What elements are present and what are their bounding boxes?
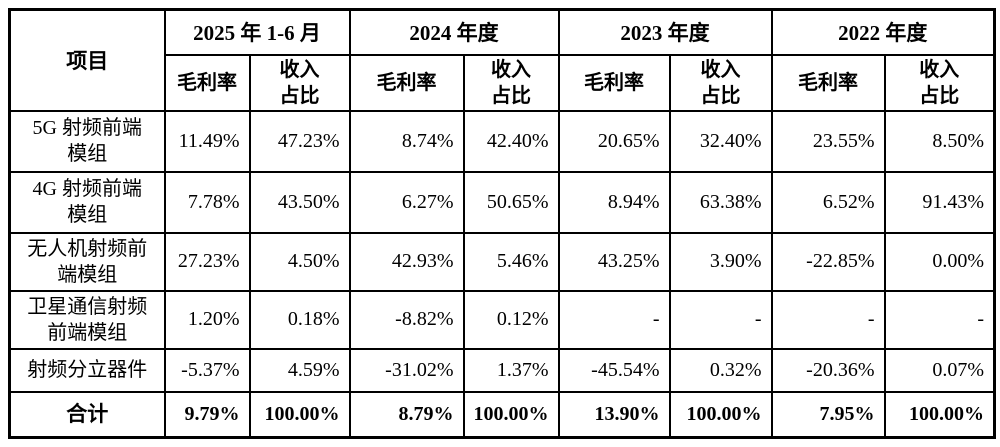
cell-value: - <box>668 289 773 350</box>
table-row: 卫星通信射频 前端模组 1.20% 0.18% -8.82% 0.12% - -… <box>8 289 996 350</box>
total-cell-value: 100.00% <box>883 390 996 439</box>
cell-value: 4.50% <box>248 231 351 292</box>
metric-header-revenue-share: 收入 占比 <box>883 53 996 112</box>
cell-value: -20.36% <box>770 347 886 393</box>
cell-value: 91.43% <box>883 170 996 234</box>
cell-value: 42.93% <box>348 231 465 292</box>
total-cell-value: 8.79% <box>348 390 465 439</box>
metric-header-gross-margin: 毛利率 <box>557 53 671 112</box>
row-label: 无人机射频前 端模组 <box>8 231 166 292</box>
metric-header-gross-margin: 毛利率 <box>348 53 465 112</box>
table-row: 4G 射频前端 模组 7.78% 43.50% 6.27% 50.65% 8.9… <box>8 170 996 234</box>
total-cell-value: 100.00% <box>248 390 351 439</box>
table-row: 5G 射频前端 模组 11.49% 47.23% 8.74% 42.40% 20… <box>8 109 996 173</box>
cell-value: 20.65% <box>557 109 671 173</box>
cell-value: 43.50% <box>248 170 351 234</box>
cell-value: 8.74% <box>348 109 465 173</box>
cell-value: 0.18% <box>248 289 351 350</box>
row-label: 4G 射频前端 模组 <box>8 170 166 234</box>
cell-value: 6.52% <box>770 170 886 234</box>
cell-value: 5.46% <box>462 231 560 292</box>
cell-value: 1.20% <box>163 289 251 350</box>
cell-value: -22.85% <box>770 231 886 292</box>
cell-value: 0.32% <box>668 347 773 393</box>
row-label: 卫星通信射频 前端模组 <box>8 289 166 350</box>
cell-value: - <box>557 289 671 350</box>
period-header-2023: 2023 年度 <box>557 8 773 56</box>
cell-value: 47.23% <box>248 109 351 173</box>
table-row: 无人机射频前 端模组 27.23% 4.50% 42.93% 5.46% 43.… <box>8 231 996 292</box>
total-cell-value: 9.79% <box>163 390 251 439</box>
period-header-2022: 2022 年度 <box>770 8 996 56</box>
metric-header-revenue-share: 收入 占比 <box>248 53 351 112</box>
cell-value: 0.07% <box>883 347 996 393</box>
cell-value: 6.27% <box>348 170 465 234</box>
cell-value: 8.50% <box>883 109 996 173</box>
cell-value: 3.90% <box>668 231 773 292</box>
cell-value: -45.54% <box>557 347 671 393</box>
total-cell-value: 100.00% <box>668 390 773 439</box>
cell-value: 7.78% <box>163 170 251 234</box>
metric-header-gross-margin: 毛利率 <box>163 53 251 112</box>
gross-margin-revenue-table: 项目 2025 年 1-6 月 2024 年度 2023 年度 2022 年度 … <box>8 8 996 439</box>
table-row: 射频分立器件 -5.37% 4.59% -31.02% 1.37% -45.54… <box>8 347 996 393</box>
cell-value: 32.40% <box>668 109 773 173</box>
row-label: 射频分立器件 <box>8 347 166 393</box>
cell-value: - <box>883 289 996 350</box>
cell-value: -31.02% <box>348 347 465 393</box>
cell-value: 0.12% <box>462 289 560 350</box>
total-cell-value: 100.00% <box>462 390 560 439</box>
cell-value: 27.23% <box>163 231 251 292</box>
cell-value: 50.65% <box>462 170 560 234</box>
cell-value: -8.82% <box>348 289 465 350</box>
cell-value: 8.94% <box>557 170 671 234</box>
cell-value: 42.40% <box>462 109 560 173</box>
corner-header: 项目 <box>8 8 166 112</box>
cell-value: 23.55% <box>770 109 886 173</box>
total-row-label: 合计 <box>8 390 166 439</box>
total-row: 合计 9.79% 100.00% 8.79% 100.00% 13.90% 10… <box>8 390 996 439</box>
cell-value: 43.25% <box>557 231 671 292</box>
total-cell-value: 13.90% <box>557 390 671 439</box>
cell-value: 1.37% <box>462 347 560 393</box>
total-cell-value: 7.95% <box>770 390 886 439</box>
cell-value: 11.49% <box>163 109 251 173</box>
cell-value: - <box>770 289 886 350</box>
cell-value: 4.59% <box>248 347 351 393</box>
cell-value: 63.38% <box>668 170 773 234</box>
cell-value: 0.00% <box>883 231 996 292</box>
period-header-2024: 2024 年度 <box>348 8 560 56</box>
metric-header-revenue-share: 收入 占比 <box>668 53 773 112</box>
metric-header-revenue-share: 收入 占比 <box>462 53 560 112</box>
metric-header-gross-margin: 毛利率 <box>770 53 886 112</box>
period-header-2025: 2025 年 1-6 月 <box>163 8 351 56</box>
cell-value: -5.37% <box>163 347 251 393</box>
row-label: 5G 射频前端 模组 <box>8 109 166 173</box>
